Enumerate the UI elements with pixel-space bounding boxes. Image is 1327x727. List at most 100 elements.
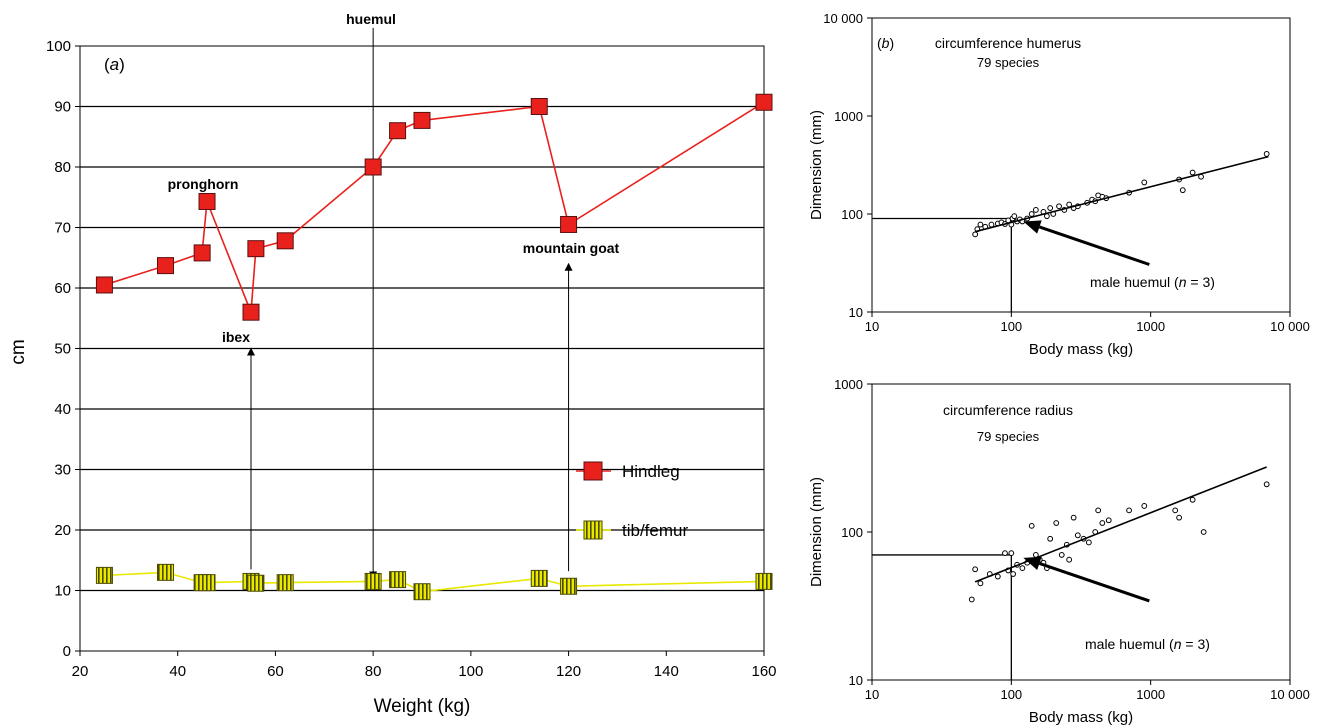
b1-point-4: [988, 221, 995, 228]
b1-arrow-shaft: [1038, 225, 1150, 266]
b2-point-35: [1200, 529, 1207, 535]
b1-x-tick-label-100: 100: [1000, 319, 1022, 334]
b2-point-10: [1019, 565, 1026, 572]
panel-b2-title: circumference radius: [943, 402, 1073, 418]
panel-b2-points: [968, 481, 1270, 603]
b2-point-30: [1126, 507, 1132, 514]
hindleg-point-11: [560, 215, 578, 233]
b2-point-23: [1074, 532, 1081, 539]
b1-point-2: [977, 221, 984, 228]
b2-arrow-head: [1023, 556, 1042, 571]
b2-point-18: [1053, 520, 1060, 526]
b2-point-22: [1070, 514, 1077, 521]
tibfemur-point-12: [755, 572, 773, 590]
b1-y-tick-label-1000: 1000: [834, 109, 863, 124]
b1-y-tick-label-10: 10: [849, 305, 863, 320]
panel-a-x-axis-label: Weight (kg): [374, 696, 471, 717]
b1-y-tick-label-10000: 10 000: [823, 11, 863, 26]
panel-b1-ticks: 10 100 1000 10 000 10 100 1000 10 000: [823, 11, 1310, 334]
x-tick-label-140: 140: [654, 663, 679, 680]
tibfemur-point-5: [247, 574, 265, 592]
b2-point-21: [1066, 556, 1073, 563]
b2-y-tick-label-100: 100: [841, 525, 863, 540]
b2-point-0: [968, 596, 975, 603]
b2-point-17: [1047, 535, 1054, 542]
b1-point-0: [972, 231, 979, 238]
panel-a-y-ticks: 0 10 20 30 40 50 60 70 80 90 100: [46, 38, 80, 660]
hindleg-point-0: [95, 276, 113, 294]
y-tick-label-30: 30: [54, 462, 71, 479]
x-tick-label-20: 20: [72, 663, 89, 680]
b2-point-32: [1172, 507, 1179, 514]
b1-y-tick-label-100: 100: [841, 207, 863, 222]
tibfemur-point-9: [413, 583, 431, 601]
b2-regression-line: [974, 466, 1267, 583]
b2-y-tick-label-1000: 1000: [834, 377, 863, 392]
b2-point-4: [994, 573, 1001, 580]
b1-arrow-head: [1023, 220, 1042, 234]
panel-a-series: [95, 93, 773, 601]
b2-point-12: [1028, 522, 1035, 529]
b1-x-tick-label-10: 10: [865, 319, 879, 334]
b1-point-22: [1056, 203, 1062, 210]
b2-x-tick-label-100: 100: [1000, 687, 1022, 702]
b2-x-tick-label-1000: 1000: [1136, 687, 1165, 702]
y-tick-label-20: 20: [54, 522, 71, 539]
b1-point-20: [1047, 205, 1054, 211]
b2-point-5: [1002, 550, 1008, 557]
y-tick-label-100: 100: [46, 38, 71, 55]
b1-x-tick-label-1000: 1000: [1136, 319, 1165, 334]
x-tick-label-100: 100: [458, 663, 483, 680]
panel-b1-title: circumference humerus: [935, 35, 1081, 51]
hindleg-point-7: [364, 158, 382, 176]
legend-tibfemur-label: tib/femur: [622, 521, 688, 540]
tibfemur-point-8: [389, 571, 407, 589]
panel-b1-annotation: male huemul (n = 3): [1090, 274, 1215, 290]
panel-b-humerus-chart: 10 100 1000 10 000 10 100 1000 10 000 (b) circu…: [808, 11, 1310, 358]
b2-x-tick-label-10000: 10 000: [1270, 687, 1310, 702]
panel-b2-y-axis-label: Dimension (mm): [808, 477, 825, 587]
tibfemur-point-7: [364, 572, 382, 590]
b2-point-29: [1105, 517, 1112, 524]
b2-point-25: [1085, 539, 1092, 546]
b1-point-37: [1189, 169, 1196, 176]
b2-point-36: [1263, 481, 1270, 488]
x-tick-label-160: 160: [751, 663, 776, 680]
b1-point-11: [1011, 213, 1018, 220]
panel-a-legend: Hindleg tib/femur: [576, 461, 688, 540]
tibfemur-point-1: [157, 563, 174, 581]
hindleg-point-6: [276, 232, 294, 250]
annotation-mountain-goat: mountain goat: [523, 240, 620, 256]
b1-point-16: [1028, 211, 1035, 217]
panel-a-x-ticks: 20 40 60 80 100 120 140 160: [72, 651, 777, 680]
panel-a-label: (a): [104, 55, 125, 74]
b1-regression-line: [974, 155, 1269, 233]
b1-point-24: [1066, 201, 1073, 208]
x-tick-label-120: 120: [556, 663, 581, 680]
panel-a-y-axis-label: cm: [8, 339, 29, 364]
b1-point-39: [1263, 151, 1270, 157]
panel-b1-y-axis-label: Dimension (mm): [808, 110, 825, 220]
tibfemur-point-6: [276, 574, 294, 592]
b1-x-tick-label-10000: 10 000: [1270, 319, 1310, 334]
b2-point-7: [1008, 550, 1015, 557]
hindleg-point-3: [198, 192, 216, 210]
y-tick-label-10: 10: [54, 583, 71, 600]
x-tick-label-40: 40: [169, 663, 186, 680]
tibfemur-point-3: [198, 574, 216, 592]
b2-point-28: [1099, 520, 1106, 526]
b2-point-2: [977, 580, 984, 587]
hindleg-point-4: [242, 303, 260, 321]
b2-point-1: [972, 566, 979, 573]
panel-b2-annotation: male huemul (n = 3): [1085, 636, 1210, 652]
panel-b-label: (b): [877, 35, 894, 51]
y-tick-label-90: 90: [54, 99, 71, 116]
b1-point-34: [1141, 179, 1148, 186]
b2-point-31: [1141, 503, 1148, 509]
legend-tibfemur-marker: [583, 520, 603, 540]
panel-b2-subtitle: 79 species: [977, 429, 1040, 444]
panel-b1-x-axis-label: Body mass (kg): [1029, 341, 1133, 358]
tibfemur-point-11: [560, 577, 578, 595]
b2-point-8: [1010, 571, 1017, 577]
